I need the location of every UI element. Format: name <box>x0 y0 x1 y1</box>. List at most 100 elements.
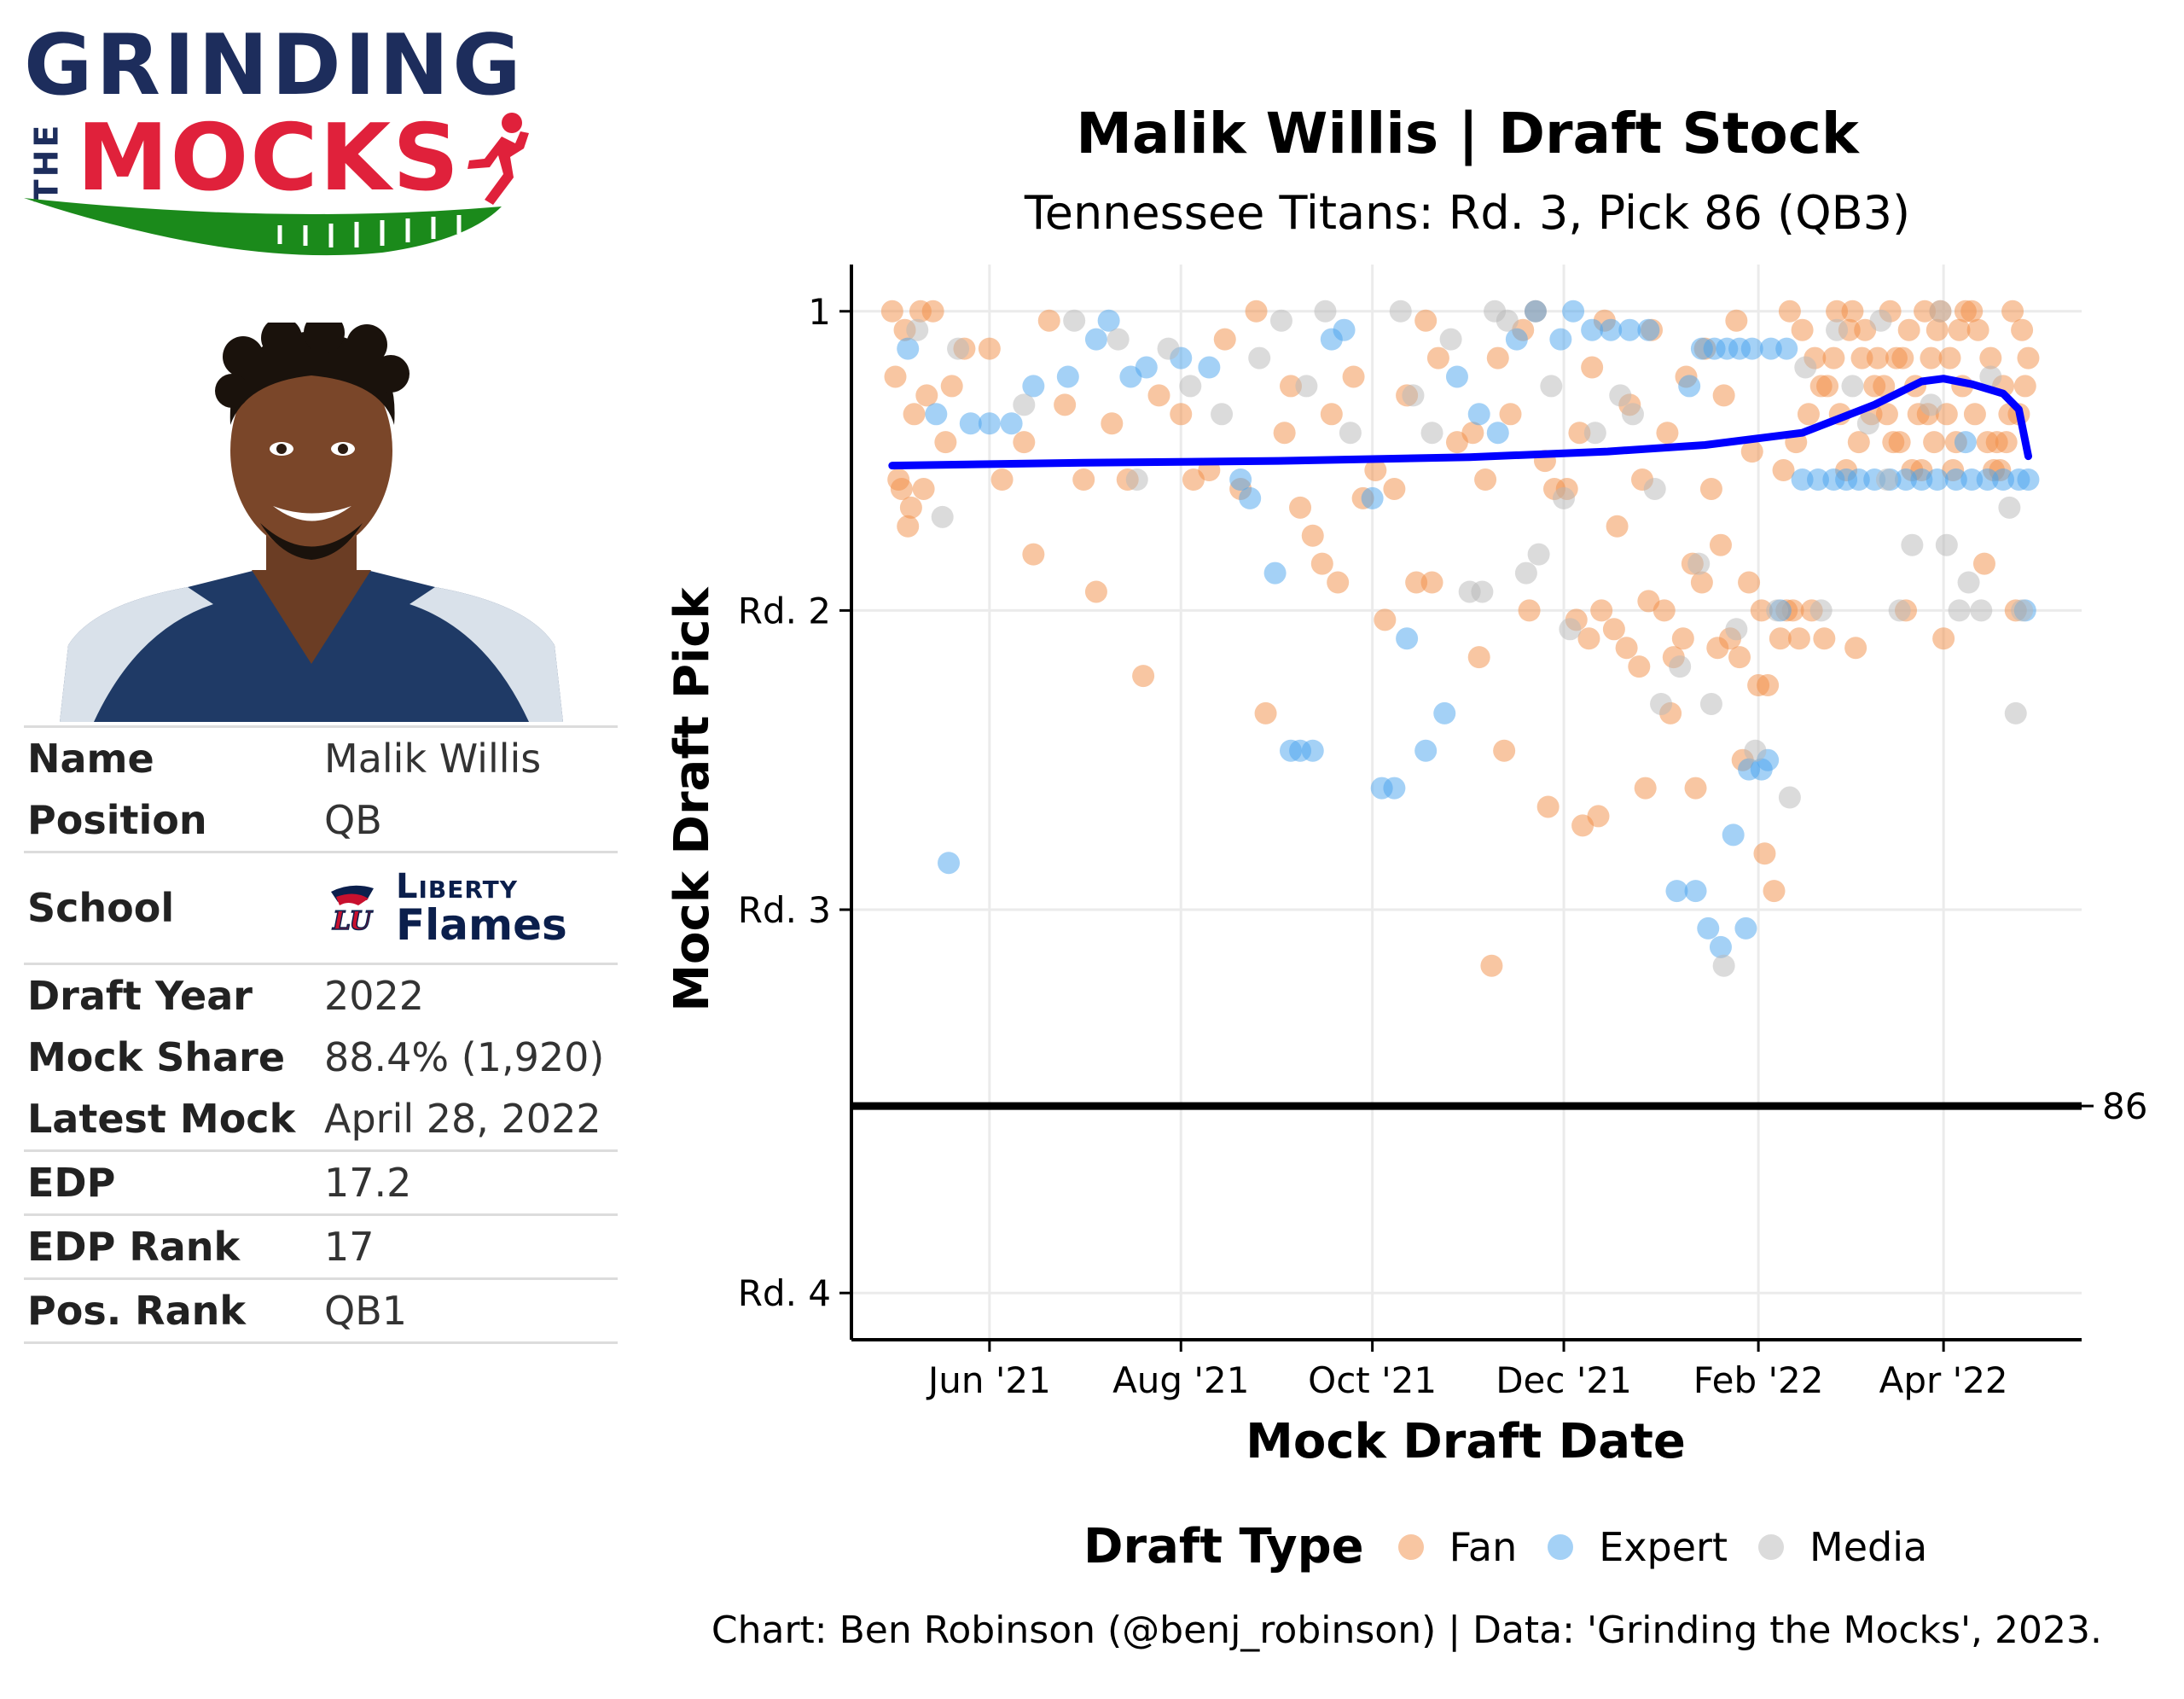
data-point-fan <box>1797 403 1820 426</box>
data-point-expert <box>1600 318 1623 341</box>
data-point-fan <box>1499 403 1522 426</box>
data-point-fan <box>1979 346 2002 369</box>
data-point-expert <box>1684 880 1707 903</box>
data-point-expert <box>1992 468 2015 491</box>
data-point-expert <box>2017 468 2040 491</box>
data-point-fan <box>1712 384 1735 407</box>
school-logo-letters: LU <box>332 906 373 936</box>
data-point-media <box>1669 655 1692 678</box>
info-label: EDP <box>24 1150 321 1216</box>
data-point-media <box>2011 599 2034 622</box>
data-point-media <box>1970 599 1993 622</box>
info-row-edp: EDP 17.2 <box>24 1150 618 1216</box>
y-tick-label: 1 <box>808 291 831 333</box>
data-point-fan <box>1850 346 1873 369</box>
data-point-fan <box>1493 739 1516 762</box>
data-point-fan <box>1054 393 1077 416</box>
x-tick-label: Apr '22 <box>1879 1359 2008 1401</box>
data-point-fan <box>1273 422 1296 445</box>
x-tick-label: Oct '21 <box>1308 1359 1437 1401</box>
data-point-fan <box>1738 571 1761 594</box>
data-point-media <box>2004 701 2027 724</box>
data-point-fan <box>1342 365 1365 388</box>
data-point-fan <box>1769 627 1792 650</box>
data-point-media <box>1935 533 1958 556</box>
x-tick-label: Jun '21 <box>926 1359 1051 1401</box>
data-point-fan <box>1245 300 1268 323</box>
player-info-table: Name Malik Willis Position QB School LU … <box>24 725 618 1344</box>
data-point-fan <box>1656 422 1679 445</box>
data-point-expert <box>1239 486 1262 509</box>
data-point-fan <box>899 496 922 519</box>
data-point-media <box>931 505 954 528</box>
data-point-expert <box>897 337 920 360</box>
chart-trend <box>888 375 2032 470</box>
data-point-media <box>1389 300 1412 323</box>
data-point-fan <box>1847 431 1870 454</box>
data-point-fan <box>2001 300 2024 323</box>
data-point-fan <box>1791 318 1814 341</box>
data-point-expert <box>1361 486 1384 509</box>
info-value: April 28, 2022 <box>321 1088 618 1152</box>
data-point-fan <box>884 365 907 388</box>
data-point-expert <box>1807 468 1829 491</box>
data-point-fan <box>1926 318 1949 341</box>
data-point-expert <box>1524 300 1547 323</box>
data-point-fan <box>1289 496 1312 519</box>
data-point-expert <box>1549 328 1572 351</box>
data-point-expert <box>978 412 1001 435</box>
info-value: 2022 <box>321 963 618 1027</box>
data-point-fan <box>1426 346 1449 369</box>
data-point-fan <box>1778 300 1801 323</box>
data-point-fan <box>1581 356 1604 379</box>
info-row-pos-rank: Pos. Rank QB1 <box>24 1278 618 1344</box>
data-point-fan <box>1891 346 1914 369</box>
data-point-fan <box>915 384 938 407</box>
data-point-media <box>1998 496 2021 519</box>
data-point-fan <box>934 431 957 454</box>
data-point-expert <box>1097 309 1120 332</box>
data-point-expert <box>1926 468 1949 491</box>
data-point-expert <box>1333 318 1356 341</box>
data-point-fan <box>1813 627 1836 650</box>
data-point-fan <box>1816 375 1839 398</box>
data-point-fan <box>1518 599 1541 622</box>
data-point-fan <box>1653 599 1676 622</box>
data-point-expert <box>1263 561 1287 585</box>
info-row-position: Position QB <box>24 789 618 853</box>
data-point-expert <box>1637 318 1660 341</box>
data-point-fan <box>1577 627 1600 650</box>
data-point-fan <box>1590 599 1613 622</box>
data-point-fan <box>1763 880 1786 903</box>
data-point-fan <box>1461 422 1484 445</box>
data-point-fan <box>1301 524 1324 547</box>
data-point-fan <box>1841 300 1864 323</box>
data-point-fan <box>1873 375 1896 398</box>
data-point-fan <box>1844 637 1867 660</box>
data-point-media <box>1063 309 1086 332</box>
data-point-fan <box>1932 627 1955 650</box>
data-point-media <box>1295 375 1318 398</box>
data-point-fan <box>1750 599 1773 622</box>
data-point-media <box>1901 533 1924 556</box>
data-point-fan <box>1728 646 1751 669</box>
y-tick-label: Rd. 2 <box>738 590 831 631</box>
data-point-media <box>1841 375 1864 398</box>
data-point-expert <box>1895 468 1917 491</box>
info-row-draft-year: Draft Year 2022 <box>24 963 618 1027</box>
data-point-expert <box>1976 468 1999 491</box>
info-label: Name <box>24 725 321 789</box>
info-value: Malik Willis <box>321 725 618 789</box>
data-point-expert <box>1775 337 1798 360</box>
data-point-fan <box>978 337 1001 360</box>
data-point-expert <box>1229 468 1252 491</box>
info-value: QB <box>321 789 618 853</box>
data-point-expert <box>1954 431 1977 454</box>
data-point-fan <box>1634 777 1657 800</box>
data-point-fan <box>1938 346 1961 369</box>
x-tick-label: Aug '21 <box>1112 1359 1249 1401</box>
legend-dot-media <box>1758 1533 1784 1560</box>
data-point-media <box>1269 309 1292 332</box>
runner-icon <box>468 113 529 205</box>
data-point-expert <box>1022 375 1045 398</box>
